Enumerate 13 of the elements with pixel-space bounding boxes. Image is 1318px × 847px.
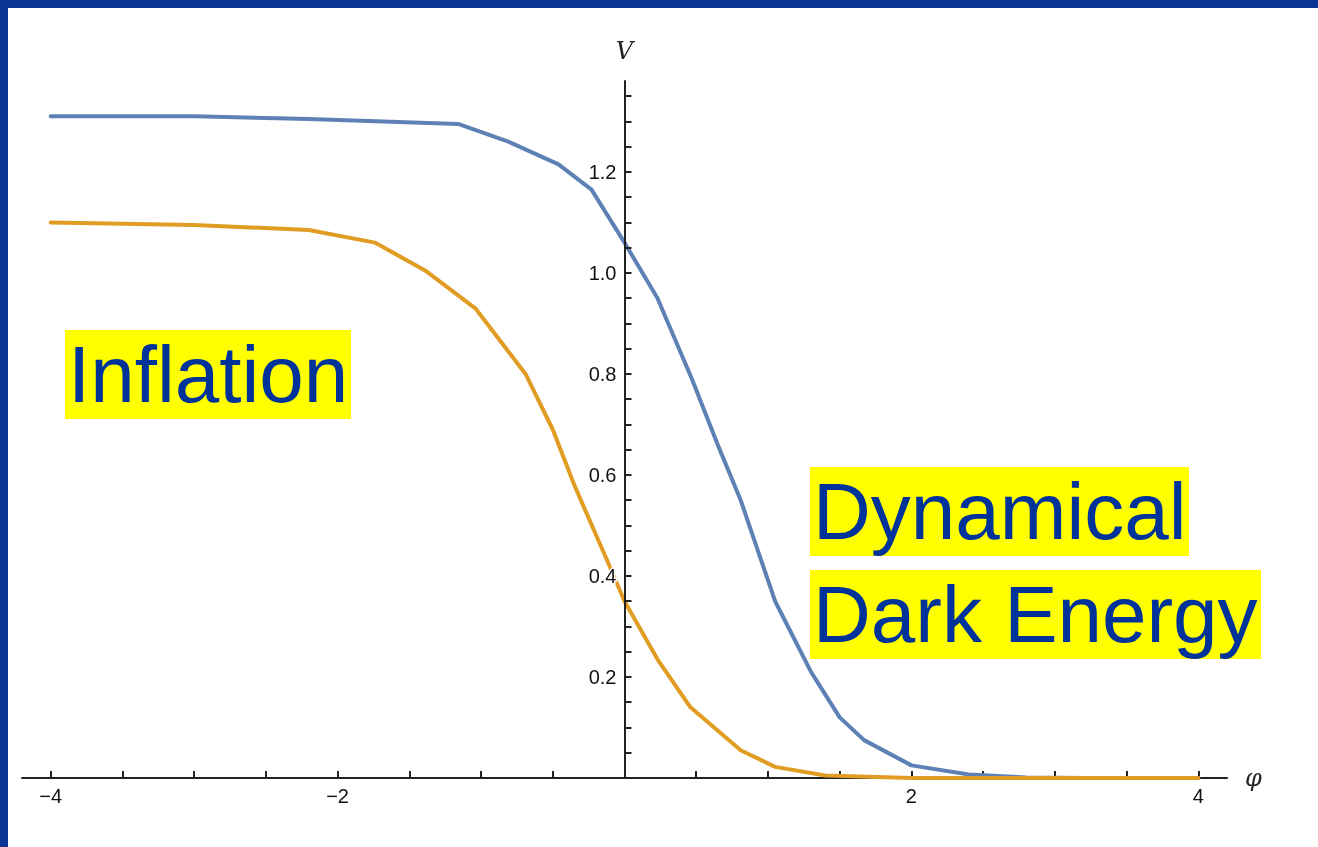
- x-tick-label: 2: [905, 785, 917, 807]
- y-tick-label: 1.2: [588, 160, 617, 183]
- annotation: Inflation: [65, 330, 352, 419]
- y-tick-label: 0.2: [588, 665, 617, 688]
- x-tick-label: −2: [326, 785, 349, 807]
- y-axis-title: V: [615, 37, 636, 65]
- x-tick-label: −4: [39, 785, 63, 807]
- y-tick-label: 0.6: [588, 463, 617, 486]
- y-tick-label: 1.0: [588, 261, 617, 284]
- annotation: Dynamical Dark Energy: [810, 467, 1261, 659]
- y-tick-label: 0.8: [588, 362, 617, 385]
- x-tick-label: 4: [1192, 785, 1204, 807]
- x-axis-title: φ: [1245, 764, 1262, 792]
